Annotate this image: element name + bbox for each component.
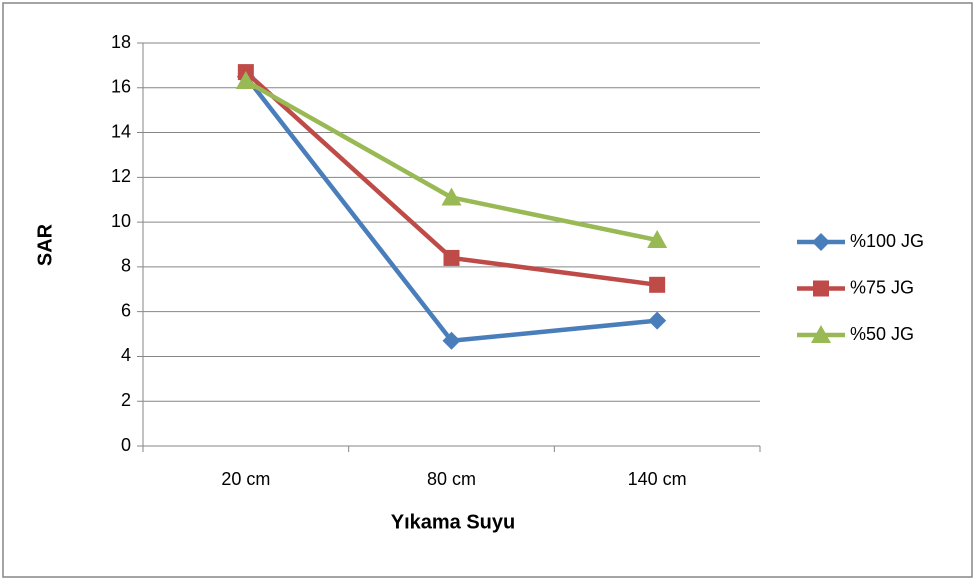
- y-tick-label: 6: [121, 300, 131, 320]
- y-tick-label: 16: [111, 77, 131, 97]
- y-tick-label: 4: [121, 345, 131, 365]
- x-tick-label: 80 cm: [427, 469, 476, 489]
- legend-label: %50 JG: [850, 324, 914, 344]
- marker: [441, 187, 462, 206]
- marker: [648, 311, 667, 330]
- x-tick-label: 20 cm: [221, 469, 270, 489]
- legend-label: %100 JG: [850, 231, 924, 251]
- marker: [647, 230, 668, 249]
- legend-marker: [813, 280, 829, 297]
- marker: [443, 249, 460, 266]
- y-tick-label: 0: [121, 435, 131, 455]
- y-axis-label: SAR: [34, 223, 56, 266]
- y-tick-label: 14: [111, 121, 131, 141]
- y-tick-label: 2: [121, 390, 131, 410]
- marker: [442, 331, 461, 350]
- y-tick-label: 10: [111, 211, 131, 231]
- legend-marker: [811, 325, 831, 343]
- x-axis-label: Yıkama Suyu: [391, 511, 516, 533]
- y-tick-label: 12: [111, 166, 131, 186]
- y-tick-label: 8: [121, 256, 131, 276]
- marker: [235, 71, 256, 90]
- legend-marker: [812, 233, 830, 251]
- y-tick-label: 18: [111, 32, 131, 52]
- marker: [649, 276, 666, 293]
- x-tick-label: 140 cm: [628, 469, 687, 489]
- legend-label: %75 JG: [850, 277, 914, 297]
